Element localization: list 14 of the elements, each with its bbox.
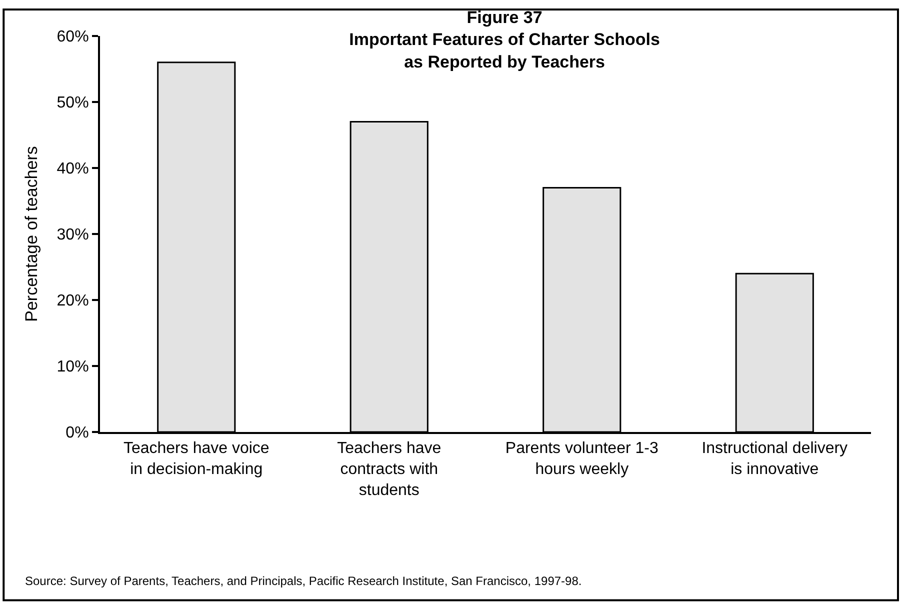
y-tick-label: 20%	[56, 292, 89, 310]
chart-title: Figure 37 Important Features of Charter Schools as Reported by Teachers	[349, 8, 660, 72]
y-tick-label: 40%	[56, 160, 89, 178]
x-tick-label: Teachers have contracts with students	[337, 440, 442, 499]
source-note: Source: Survey of Parents, Teachers, and Principals, Pacific Research Institute, San Francisco, 1997-98.	[25, 574, 582, 588]
x-tick-label: Teachers have voice in decision-making	[123, 440, 270, 478]
y-tick-label: 10%	[56, 358, 89, 376]
y-tick-label: 0%	[66, 424, 89, 442]
y-axis-title: Percentage of teachers	[22, 146, 41, 322]
y-tick-label: 50%	[56, 94, 89, 112]
x-tick-label: Instructional delivery is innovative	[702, 440, 848, 478]
y-tick-label: 30%	[56, 226, 89, 244]
x-tick-label: Parents volunteer 1-3 hours weekly	[505, 440, 658, 478]
y-tick-label: 60%	[56, 28, 89, 46]
